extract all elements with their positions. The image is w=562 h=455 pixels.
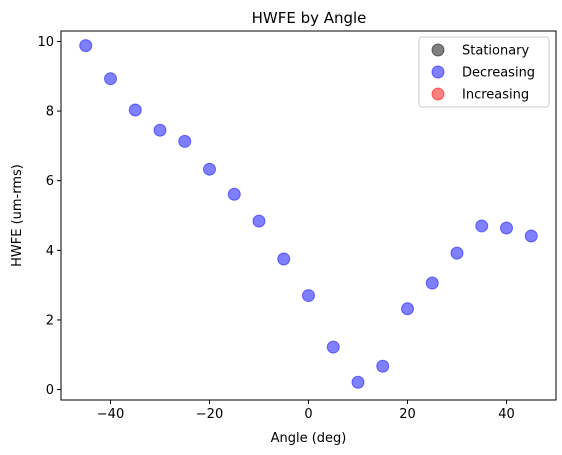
data-point	[450, 246, 464, 260]
data-point	[79, 39, 93, 53]
data-point	[104, 72, 117, 86]
legend-marker	[431, 43, 445, 57]
x-tick-label: −20	[196, 407, 223, 422]
x-tick-label: 20	[399, 407, 416, 422]
y-tick-label: 6	[46, 174, 54, 189]
data-point	[425, 276, 439, 290]
y-tick-label: 10	[37, 35, 54, 50]
legend-marker	[431, 65, 445, 79]
legend-label: Stationary	[462, 44, 530, 59]
chart-title: HWFE by Angle	[252, 9, 367, 27]
legend-marker	[431, 87, 445, 101]
y-tick-label: 0	[46, 383, 54, 398]
data-point	[401, 302, 414, 316]
data-point	[302, 289, 315, 303]
data-point	[252, 214, 266, 228]
data-point	[500, 221, 513, 235]
y-axis-label: HWFE (um-rms)	[10, 164, 25, 267]
y-tick-label: 4	[46, 244, 54, 259]
legend: Stationary Decreasing Increasing	[418, 36, 550, 108]
data-point	[203, 162, 216, 176]
y-tick-label: 2	[46, 313, 54, 328]
data-point	[153, 123, 167, 137]
data-point	[128, 103, 142, 117]
data-point	[376, 359, 390, 373]
data-point	[326, 340, 340, 354]
y-tick-label: 8	[46, 105, 54, 120]
x-tick-label: −40	[97, 407, 124, 422]
x-tick-label: 40	[498, 407, 515, 422]
data-point	[178, 134, 192, 148]
x-tick-label: 0	[304, 407, 312, 422]
legend-box	[418, 36, 550, 108]
data-point	[351, 375, 365, 389]
data-point	[475, 219, 489, 233]
legend-label: Decreasing	[462, 66, 535, 81]
data-point	[524, 229, 538, 243]
data-point	[277, 252, 291, 266]
legend-label: Increasing	[462, 88, 529, 103]
x-axis-label: Angle (deg)	[271, 431, 347, 446]
data-point	[227, 187, 241, 201]
